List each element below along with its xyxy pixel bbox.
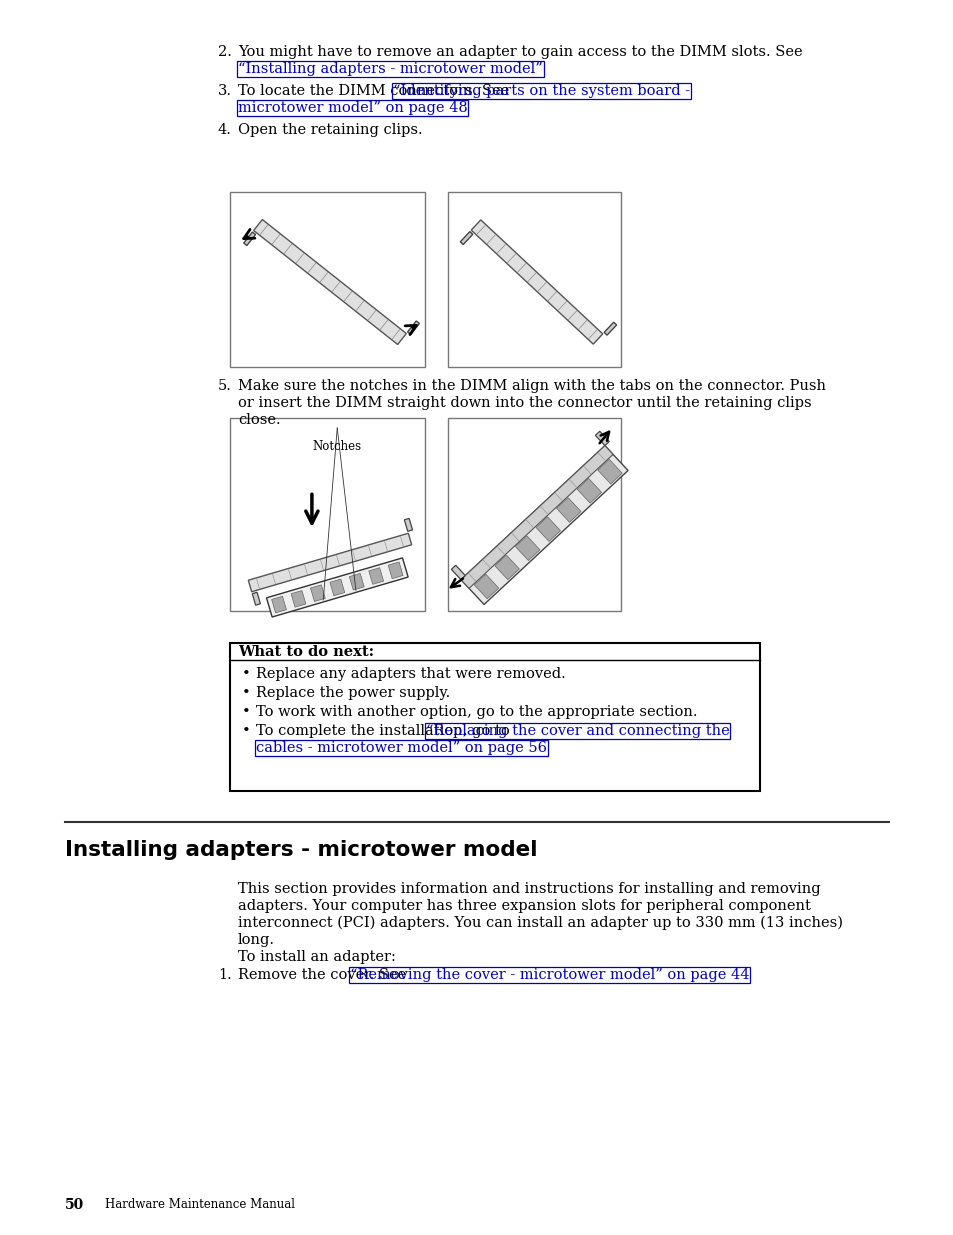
Text: interconnect (PCI) adapters. You can install an adapter up to 330 mm (13 inches): interconnect (PCI) adapters. You can ins… bbox=[237, 916, 842, 930]
Polygon shape bbox=[451, 566, 465, 579]
Text: •: • bbox=[242, 724, 251, 739]
Text: Open the retaining clips.: Open the retaining clips. bbox=[237, 124, 422, 137]
Polygon shape bbox=[349, 573, 364, 590]
Text: What to do next:: What to do next: bbox=[237, 645, 374, 659]
Polygon shape bbox=[471, 220, 602, 345]
Text: 4.: 4. bbox=[218, 124, 232, 137]
Text: 5.: 5. bbox=[218, 379, 232, 393]
Polygon shape bbox=[577, 478, 601, 503]
Polygon shape bbox=[310, 585, 325, 601]
Polygon shape bbox=[495, 555, 518, 579]
Polygon shape bbox=[253, 220, 406, 345]
Polygon shape bbox=[266, 558, 408, 618]
Text: You might have to remove an adapter to gain access to the DIMM slots. See: You might have to remove an adapter to g… bbox=[237, 44, 801, 59]
Text: •: • bbox=[242, 685, 251, 700]
Polygon shape bbox=[388, 562, 402, 579]
Text: adapters. Your computer has three expansion slots for peripheral component: adapters. Your computer has three expans… bbox=[237, 899, 810, 913]
Text: •: • bbox=[242, 705, 251, 719]
Text: Remove the cover. See: Remove the cover. See bbox=[237, 968, 406, 982]
Polygon shape bbox=[407, 321, 419, 335]
Polygon shape bbox=[459, 232, 473, 245]
Text: microtower model” on page 48: microtower model” on page 48 bbox=[237, 101, 467, 115]
Polygon shape bbox=[598, 459, 621, 484]
Polygon shape bbox=[248, 534, 412, 592]
Polygon shape bbox=[536, 516, 559, 541]
Text: “Installing adapters - microtower model”: “Installing adapters - microtower model” bbox=[237, 62, 542, 77]
Bar bbox=[230, 417, 424, 611]
Polygon shape bbox=[291, 590, 306, 608]
Text: To locate the DIMM connectors. See: To locate the DIMM connectors. See bbox=[237, 84, 509, 98]
Bar bbox=[448, 417, 620, 611]
Text: 3.: 3. bbox=[218, 84, 232, 98]
Polygon shape bbox=[369, 568, 383, 584]
Polygon shape bbox=[474, 574, 498, 599]
Bar bbox=[230, 191, 424, 367]
Polygon shape bbox=[404, 519, 412, 531]
Text: This section provides information and instructions for installing and removing: This section provides information and in… bbox=[237, 882, 820, 897]
Text: Notches: Notches bbox=[313, 440, 361, 453]
Text: Hardware Maintenance Manual: Hardware Maintenance Manual bbox=[105, 1198, 294, 1212]
Text: •: • bbox=[242, 667, 251, 680]
Polygon shape bbox=[330, 579, 344, 595]
Polygon shape bbox=[272, 597, 286, 613]
Text: or insert the DIMM straight down into the connector until the retaining clips: or insert the DIMM straight down into th… bbox=[237, 396, 811, 410]
Text: Installing adapters - microtower model: Installing adapters - microtower model bbox=[65, 840, 537, 860]
Polygon shape bbox=[243, 232, 255, 246]
Polygon shape bbox=[460, 446, 613, 588]
Text: 2.: 2. bbox=[218, 44, 232, 59]
Polygon shape bbox=[252, 593, 260, 605]
Polygon shape bbox=[460, 446, 627, 604]
Text: 50: 50 bbox=[65, 1198, 84, 1212]
Text: To work with another option, go to the appropriate section.: To work with another option, go to the a… bbox=[255, 705, 697, 719]
Text: “Removing the cover - microtower model” on page 44: “Removing the cover - microtower model” … bbox=[350, 968, 749, 982]
Text: Replace any adapters that were removed.: Replace any adapters that were removed. bbox=[255, 667, 565, 680]
Polygon shape bbox=[556, 498, 580, 522]
Text: close.: close. bbox=[237, 412, 280, 427]
Text: “Identifying parts on the system board -: “Identifying parts on the system board - bbox=[393, 84, 689, 98]
Text: cables - microtower model” on page 56: cables - microtower model” on page 56 bbox=[255, 741, 546, 755]
Polygon shape bbox=[595, 431, 609, 446]
Bar bbox=[448, 191, 620, 367]
Polygon shape bbox=[603, 322, 616, 335]
Text: Replace the power supply.: Replace the power supply. bbox=[255, 685, 450, 700]
Polygon shape bbox=[515, 536, 539, 561]
Bar bbox=[230, 643, 760, 790]
Text: “Replacing the cover and connecting the: “Replacing the cover and connecting the bbox=[426, 724, 729, 739]
Text: long.: long. bbox=[237, 932, 274, 947]
Text: Make sure the notches in the DIMM align with the tabs on the connector. Push: Make sure the notches in the DIMM align … bbox=[237, 379, 825, 393]
Text: 1.: 1. bbox=[218, 968, 232, 982]
Text: To install an adapter:: To install an adapter: bbox=[237, 950, 395, 965]
Text: To complete the installation, go to: To complete the installation, go to bbox=[255, 724, 509, 739]
